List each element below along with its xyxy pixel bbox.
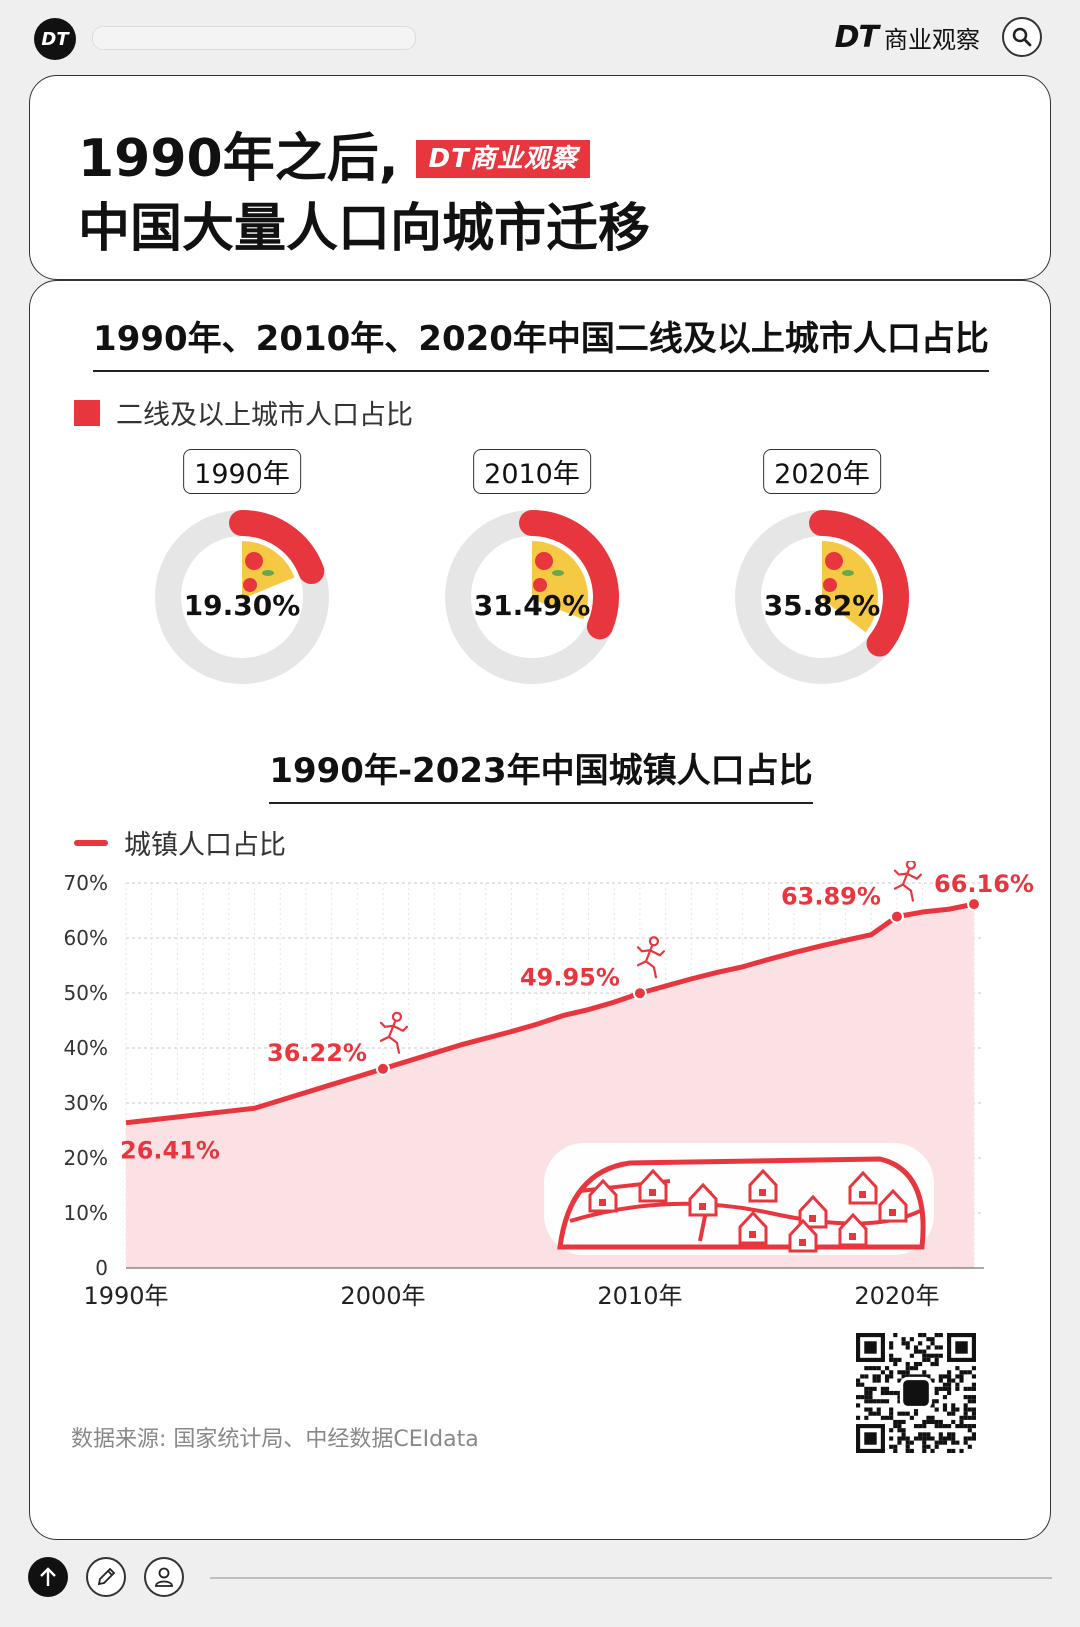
legend-swatch [74, 399, 100, 426]
title-brand-logo: DT商业观察 [416, 140, 590, 178]
house-icon [878, 1188, 908, 1223]
scroll-top-button[interactable] [28, 1557, 68, 1597]
brand-logo: DT 商业观察 [835, 20, 980, 55]
data-point [632, 986, 647, 1001]
brand-mark: DT [834, 20, 879, 55]
series-line [125, 901, 975, 1126]
house-icon [748, 1168, 778, 1203]
edit-button[interactable] [86, 1557, 126, 1597]
donut-value: 35.82% [763, 589, 881, 622]
search-button[interactable] [1002, 17, 1042, 57]
pizza-topping [552, 570, 564, 576]
brand-text: 商业观察 [884, 26, 980, 54]
pizza-topping [245, 552, 263, 570]
pizza-icon [532, 541, 588, 620]
house-icon [848, 1170, 878, 1205]
pizza-topping [825, 552, 843, 570]
runner-icon [893, 861, 923, 902]
donut-year-label: 2020年 [763, 449, 881, 494]
donut-chart [735, 510, 909, 684]
top-bar: DT DT 商业观察 [0, 0, 1080, 75]
city-illustration [544, 1143, 934, 1255]
qr-code[interactable] [856, 1333, 976, 1453]
house-icon [838, 1212, 868, 1247]
x-tick-label: 1990年 [83, 1282, 168, 1310]
profile-button[interactable] [144, 1557, 184, 1597]
y-tick-label: 20% [64, 1146, 108, 1170]
donut-chart [445, 510, 619, 684]
search-icon [1012, 27, 1032, 47]
donut-1990: 1990年 19.30% [142, 449, 342, 699]
pizza-icon [822, 541, 878, 633]
divider-line [210, 1577, 1052, 1579]
main-card: 1990年、2010年、2020年中国二线及以上城市人口占比 二线及以上城市人口… [29, 280, 1051, 1540]
legend-line [74, 839, 108, 846]
donut-chart [155, 510, 329, 684]
y-tick-label: 50% [64, 981, 108, 1005]
pizza-topping [535, 552, 553, 570]
x-tick-label: 2020年 [854, 1282, 939, 1310]
house-icon [588, 1178, 618, 1213]
pizza-icon [242, 541, 295, 599]
y-tick-label: 30% [64, 1091, 108, 1115]
section1-title-text: 1990年、2010年、2020年中国二线及以上城市人口占比 [93, 311, 989, 372]
donut-arc [229, 510, 325, 585]
data-label: 49.95% [520, 963, 620, 991]
data-label: 26.41% [120, 1137, 220, 1165]
donut-year-label: 1990年 [183, 449, 301, 494]
pencil-icon [97, 1567, 116, 1586]
legend-label: 城镇人口占比 [124, 830, 286, 861]
house-icon [688, 1182, 718, 1217]
data-point [889, 909, 904, 924]
y-tick-label: 70% [64, 871, 108, 895]
legend-label: 二线及以上城市人口占比 [116, 400, 413, 431]
house-icon [638, 1168, 668, 1203]
page-title: 1990年之后, DT商业观察 中国大量人口向城市迁移 [78, 124, 650, 264]
section2-title: 1990年-2023年中国城镇人口占比 [30, 743, 1052, 804]
dt-logo-badge[interactable]: DT [34, 18, 76, 60]
runner-icon [636, 936, 666, 979]
x-tick-label: 2010年 [597, 1282, 682, 1310]
y-tick-label: 60% [64, 926, 108, 950]
y-tick-label: 0 [95, 1256, 108, 1280]
y-tick-label: 40% [64, 1036, 108, 1060]
bottom-bar [0, 1545, 1080, 1627]
donut-value: 19.30% [183, 589, 301, 622]
address-bar[interactable] [92, 26, 416, 50]
title-line-2: 中国大量人口向城市迁移 [78, 199, 651, 259]
title-card: 1990年之后, DT商业观察 中国大量人口向城市迁移 [29, 75, 1051, 280]
pizza-topping [262, 570, 274, 576]
donut-2020: 2020年 35.82% [722, 449, 922, 699]
runner-icon [379, 1011, 409, 1054]
data-source: 数据来源: 国家统计局、中经数据CEIdata [71, 1427, 479, 1452]
x-tick-label: 2000年 [340, 1282, 425, 1310]
section2-title-text: 1990年-2023年中国城镇人口占比 [269, 743, 813, 804]
data-point [375, 1061, 390, 1076]
data-label: 63.89% [781, 883, 881, 911]
donut-arc [519, 510, 619, 640]
donut-year-label: 2010年 [473, 449, 591, 494]
user-icon [155, 1567, 173, 1587]
section1-title: 1990年、2010年、2020年中国二线及以上城市人口占比 [30, 311, 1052, 372]
data-point [967, 897, 981, 912]
donut-legend: 二线及以上城市人口占比 [74, 393, 413, 432]
pizza-topping [533, 578, 547, 592]
pizza-topping [842, 570, 854, 576]
title-line-1: 1990年之后, [78, 129, 399, 189]
line-legend: 城镇人口占比 [74, 823, 286, 862]
urbanization-area-chart: 0 10% 20% 30% 40% 50% 60% 70% 1990年 2000年 2010年 202… [64, 861, 1034, 1310]
donut-2010: 2010年 31.49% [432, 449, 632, 699]
arrow-up-icon [40, 1567, 56, 1586]
house-icon [788, 1218, 818, 1253]
house-icon [738, 1210, 768, 1245]
y-tick-label: 10% [64, 1201, 108, 1225]
data-label: 66.16% [934, 870, 1034, 898]
donut-value: 31.49% [473, 589, 591, 622]
data-label: 36.22% [267, 1039, 367, 1067]
pizza-topping [823, 578, 837, 592]
donut-arc [809, 510, 909, 657]
pizza-topping [243, 578, 257, 592]
